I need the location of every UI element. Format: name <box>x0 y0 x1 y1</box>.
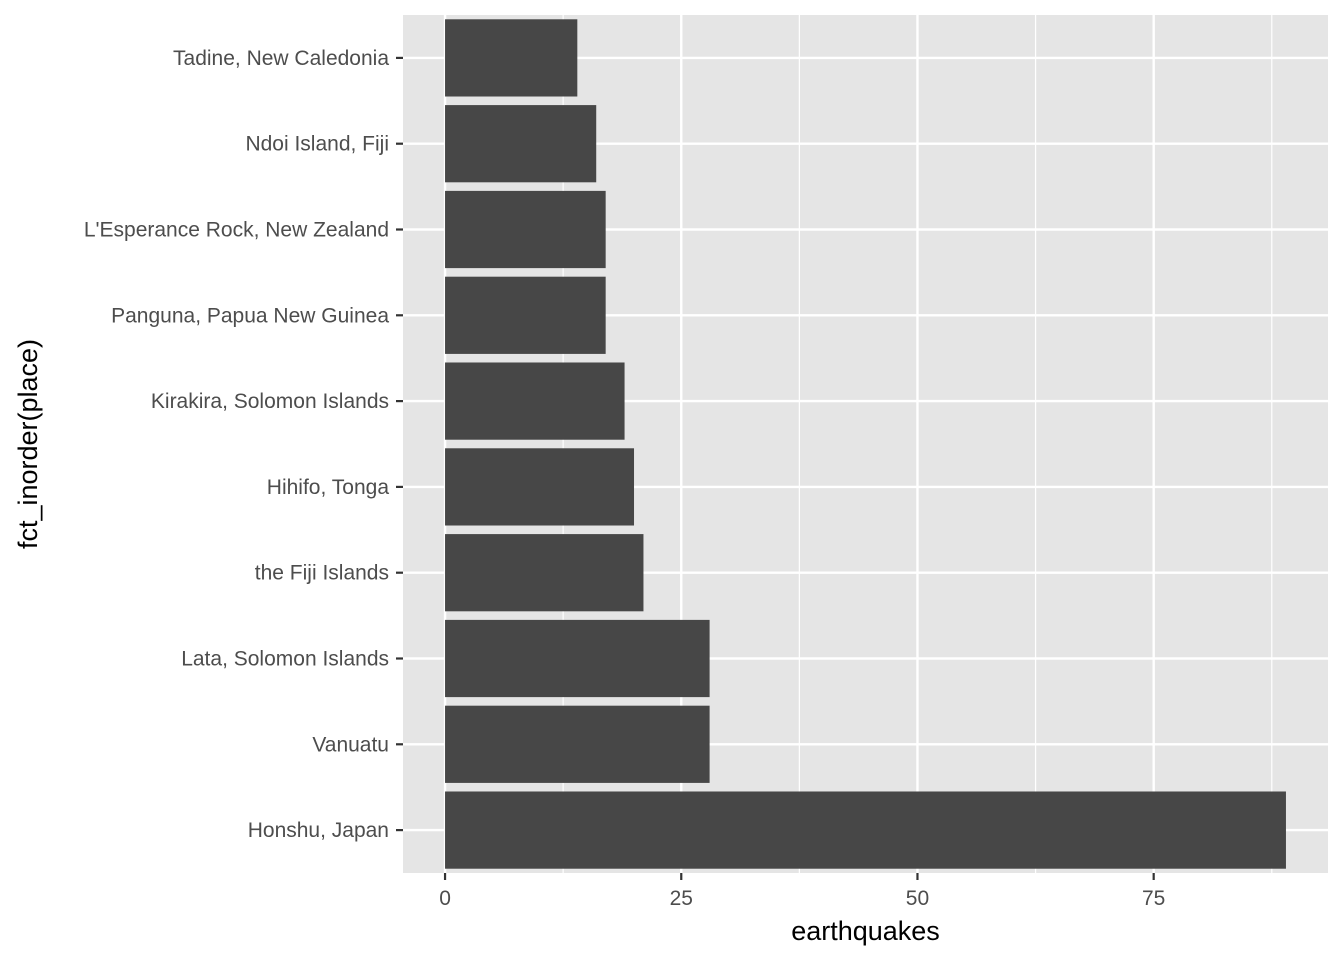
bar <box>445 105 597 183</box>
y-tick-label: Vanuatu <box>312 733 389 756</box>
bar <box>445 448 635 526</box>
x-tick-label: 25 <box>670 887 693 910</box>
x-tick-label: 0 <box>439 887 451 910</box>
bar <box>445 362 625 440</box>
y-tick-label: Kirakira, Solomon Islands <box>151 390 389 413</box>
bar <box>445 534 644 612</box>
x-tick-label: 75 <box>1142 887 1165 910</box>
y-tick-label: Honshu, Japan <box>248 819 389 842</box>
bar <box>445 619 710 698</box>
bar <box>445 705 710 783</box>
y-tick-label: Ndoi Island, Fiji <box>245 133 389 156</box>
y-tick-label: Hihifo, Tonga <box>267 476 390 499</box>
bar <box>445 190 606 269</box>
y-axis: Honshu, Japan Vanuatu Lata, Solomon Island… <box>84 47 403 842</box>
y-axis-title: fct_inorder(place) <box>13 339 43 549</box>
x-axis: 0 25 50 75 <box>439 873 1165 910</box>
y-tick-label: Lata, Solomon Islands <box>181 648 389 671</box>
bar <box>445 19 578 97</box>
bar <box>445 791 1286 869</box>
x-axis-title: earthquakes <box>791 916 940 946</box>
y-tick-label: Tadine, New Caledonia <box>173 47 389 70</box>
y-tick-label: Panguna, Papua New Guinea <box>111 304 389 327</box>
x-tick-label: 50 <box>906 887 929 910</box>
y-tick-label: the Fiji Islands <box>255 562 389 585</box>
y-tick-label: L'Esperance Rock, New Zealand <box>84 219 389 242</box>
bar <box>445 276 606 354</box>
bars <box>445 19 1286 869</box>
